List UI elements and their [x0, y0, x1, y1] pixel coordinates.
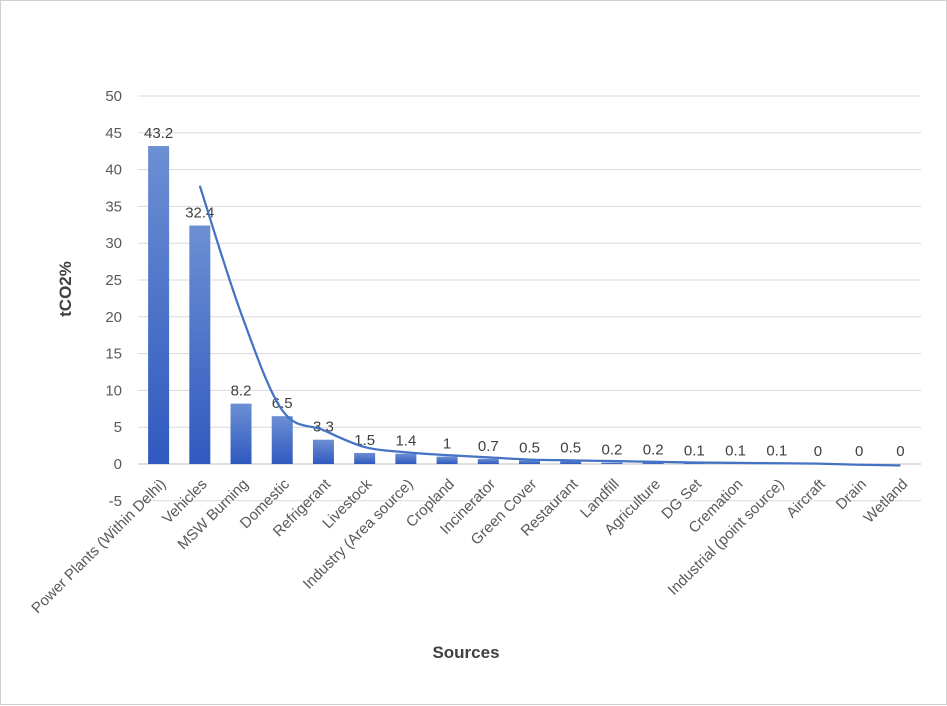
data-label: 0.1	[766, 442, 787, 459]
data-labels: 43.232.48.26.53.31.5 1.4 1 0.7 0.5 0.5 0.2 0.2 0…	[144, 125, 905, 460]
data-label: 0.1	[684, 442, 705, 459]
y-tick-label: -5	[109, 493, 122, 510]
y-tick-label: 50	[105, 88, 122, 105]
bars	[148, 146, 788, 464]
bar	[642, 462, 664, 464]
data-label: 1.4	[395, 433, 416, 450]
data-label: 0.5	[560, 439, 581, 456]
y-tick-label: 10	[105, 382, 122, 399]
bar	[312, 439, 334, 464]
bar	[436, 456, 458, 464]
trendline	[198, 185, 901, 467]
bar	[148, 146, 170, 464]
data-label: 1	[443, 436, 451, 453]
y-tick-label: 30	[105, 235, 122, 252]
bar	[189, 225, 211, 464]
x-tick-label: Power Plants (Within Delhi)	[28, 476, 169, 617]
gridlines	[138, 95, 921, 502]
y-tick-label: 45	[105, 125, 122, 142]
x-tick-label: Drain	[833, 476, 870, 513]
data-label: 0.5	[519, 439, 540, 456]
bar	[354, 452, 376, 464]
data-label: 8.2	[231, 383, 252, 400]
bar	[519, 460, 540, 464]
y-axis-title: tCO2%	[56, 261, 75, 317]
data-label: 0	[855, 443, 863, 460]
y-axis-ticks: -5 0 5 10 15 20 25 30 35 40 45 50	[105, 88, 122, 510]
y-tick-label: 25	[105, 272, 122, 289]
data-label: 0.2	[643, 442, 664, 459]
bar	[477, 458, 499, 464]
y-tick-label: 5	[114, 419, 122, 436]
bar	[560, 460, 582, 464]
x-axis-title: Sources	[432, 643, 499, 662]
data-label: 0	[896, 443, 904, 460]
y-tick-label: 20	[105, 309, 122, 326]
data-label: 6.5	[272, 395, 293, 412]
y-tick-label: 0	[114, 456, 122, 473]
data-label: 0.1	[725, 442, 746, 459]
x-tick-label: Aircraft	[783, 475, 829, 521]
data-label: 0.2	[601, 442, 622, 459]
data-label: 0	[814, 443, 822, 460]
y-tick-label: 15	[105, 346, 122, 363]
bar	[601, 462, 623, 464]
y-tick-label: 40	[105, 162, 122, 179]
data-label: 0.7	[478, 438, 499, 455]
y-tick-label: 35	[105, 198, 122, 215]
data-label: 43.2	[144, 125, 173, 142]
bar	[395, 453, 417, 464]
bar	[230, 403, 252, 464]
trendline-path	[198, 185, 901, 467]
bar	[271, 416, 293, 464]
